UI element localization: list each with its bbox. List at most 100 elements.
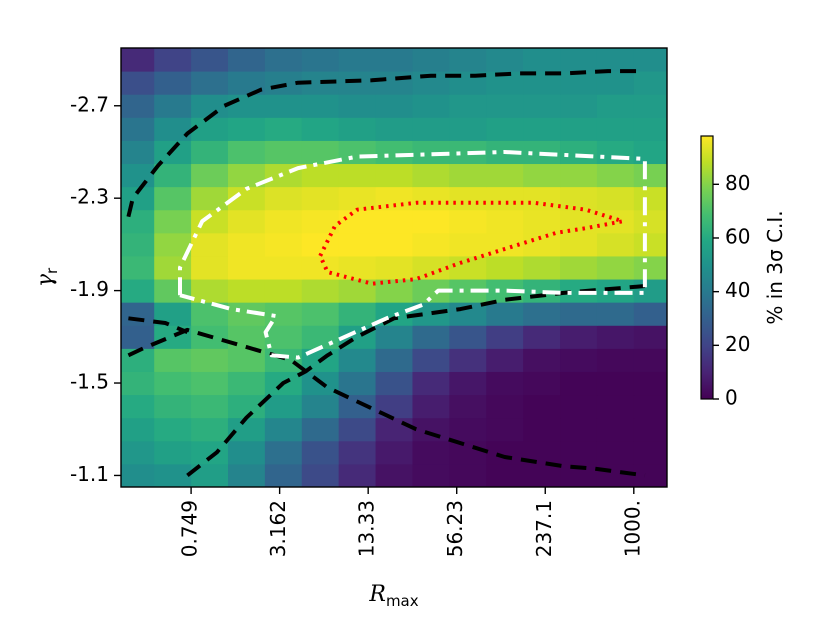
heatmap-cell (596, 140, 635, 165)
heatmap-cell (449, 94, 487, 118)
heatmap-cell (191, 48, 229, 72)
heatmap-cell (449, 186, 487, 211)
heatmap-cell (412, 94, 450, 118)
heatmap-cell (596, 279, 635, 303)
heatmap-cell (301, 186, 340, 211)
heatmap-cell (301, 394, 340, 419)
heatmap-cell (338, 279, 377, 303)
heatmap-cell (227, 417, 266, 442)
heatmap-cell (633, 371, 668, 396)
heatmap-cell (191, 394, 229, 419)
heatmap-cell (121, 463, 155, 488)
x-axis-label: Rmax (368, 582, 418, 610)
heatmap-cell (412, 186, 450, 211)
heatmap-cell (596, 117, 635, 141)
x-axis-ticks: 0.749 3.162 13.33 56.23 237.1 1000. (178, 487, 644, 557)
y-axis-ticks: -2.7 -2.3 -1.9 -1.5 -1.1 (70, 92, 121, 486)
heatmap-cell (121, 71, 155, 95)
heatmap-cell (633, 394, 668, 419)
heatmap-cell (449, 440, 487, 465)
heatmap-cell (596, 394, 635, 419)
heatmap-cell (560, 117, 598, 141)
heatmap-cell (523, 232, 561, 257)
heatmap-cell (523, 255, 561, 280)
heatmap-cell (596, 371, 635, 396)
heatmap-cell (560, 163, 598, 188)
heatmap-cell (264, 48, 303, 72)
heatmap-cell (560, 394, 598, 419)
heatmap-cell (191, 371, 229, 396)
heatmap-cell (191, 440, 229, 465)
heatmap-cell (121, 48, 155, 72)
heatmap-cell (449, 325, 487, 349)
heatmap-cell (301, 48, 340, 72)
heatmap-cell (154, 186, 192, 211)
heatmap-cell (154, 94, 192, 118)
heatmap-cell (486, 463, 524, 488)
heatmap-cells (121, 48, 668, 488)
heatmap-cell (301, 417, 340, 442)
heatmap-cell (121, 394, 155, 419)
heatmap-cell (301, 94, 340, 118)
heatmap-cell (121, 302, 155, 326)
heatmap-cell (264, 209, 303, 234)
heatmap-cell (191, 463, 229, 488)
heatmap-cell (486, 163, 524, 188)
heatmap-cell (412, 348, 450, 372)
heatmap-cell (449, 348, 487, 372)
heatmap-cell (523, 94, 561, 118)
heatmap-cell (154, 348, 192, 372)
heatmap-cell (633, 325, 668, 349)
heatmap-cell (154, 463, 192, 488)
heatmap-cell (449, 463, 487, 488)
heatmap-cell (523, 209, 561, 234)
heatmap-cell (633, 186, 668, 211)
heatmap-cell (449, 232, 487, 257)
x-tick-label: 1000. (620, 500, 644, 557)
heatmap-cell (412, 140, 450, 165)
heatmap-cell (596, 440, 635, 465)
heatmap-cell (338, 371, 377, 396)
heatmap-cell (449, 394, 487, 419)
heatmap-cell (227, 140, 266, 165)
heatmap-cell (596, 302, 635, 326)
heatmap-cell (227, 94, 266, 118)
y-axis-label: γr (33, 267, 61, 287)
heatmap-cell (633, 140, 668, 165)
heatmap-cell (227, 255, 266, 280)
heatmap-cell (301, 209, 340, 234)
heatmap-cell (486, 325, 524, 349)
heatmap-cell (633, 440, 668, 465)
heatmap-cell (301, 163, 340, 188)
heatmap-cell (375, 325, 413, 349)
heatmap-cell (596, 163, 635, 188)
heatmap-cell (412, 417, 450, 442)
heatmap-cell (191, 348, 229, 372)
heatmap-cell (227, 48, 266, 72)
heatmap-cell (449, 48, 487, 72)
heatmap-cell (191, 232, 229, 257)
heatmap-cell (227, 348, 266, 372)
heatmap-cell (227, 163, 266, 188)
heatmap-cell (486, 48, 524, 72)
heatmap-cell (121, 325, 155, 349)
heatmap-cell (121, 279, 155, 303)
contour-lines (126, 69, 647, 478)
heatmap-cell (486, 94, 524, 118)
heatmap-cell (338, 348, 377, 372)
heatmap-cell (633, 163, 668, 188)
heatmap-cell (523, 186, 561, 211)
heatmap-cell (264, 117, 303, 141)
heatmap-cell (560, 94, 598, 118)
heatmap-cell (449, 163, 487, 188)
heatmap-cell (338, 140, 377, 165)
heatmap-cell (154, 440, 192, 465)
heatmap-cell (633, 71, 668, 95)
heatmap-cell (191, 163, 229, 188)
y-tick-label: -2.3 (70, 185, 109, 209)
heatmap-cell (633, 463, 668, 488)
heatmap-cell (264, 440, 303, 465)
heatmap-cell (227, 117, 266, 141)
heatmap-cell (375, 440, 413, 465)
heatmap-cell (412, 117, 450, 141)
